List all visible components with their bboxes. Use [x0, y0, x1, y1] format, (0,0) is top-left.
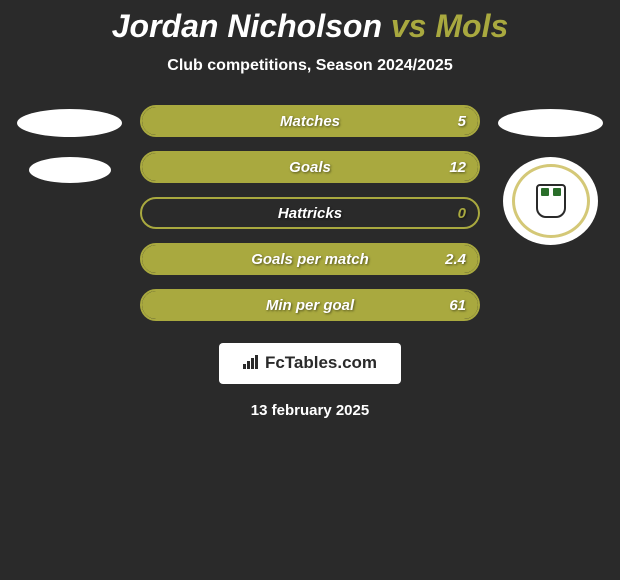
stat-bar: Matches5 — [140, 105, 480, 137]
bar-value: 2.4 — [445, 251, 466, 268]
right-column — [498, 105, 603, 245]
bar-label: Goals per match — [142, 251, 478, 268]
comparison-section: Matches5 Goals12 Hattricks0 Goals per match… — [0, 105, 620, 321]
left-column — [17, 105, 122, 183]
bar-value: 0 — [458, 205, 466, 222]
player-placeholder-icon — [498, 109, 603, 137]
page-title: Jordan Nicholson vs Mols — [0, 8, 620, 45]
bar-value: 61 — [449, 297, 466, 314]
stat-bar: Goals12 — [140, 151, 480, 183]
crest-ring-icon — [512, 164, 590, 238]
bar-label: Min per goal — [142, 297, 478, 314]
club-placeholder-icon — [29, 157, 111, 183]
footer: FcTables.com 13 february 2025 — [0, 343, 620, 419]
brand-text: FcTables.com — [265, 353, 377, 372]
player-placeholder-icon — [17, 109, 122, 137]
crest-shield-icon — [536, 184, 566, 218]
bar-label: Goals — [142, 159, 478, 176]
subtitle: Club competitions, Season 2024/2025 — [0, 57, 620, 75]
stat-bar: Goals per match2.4 — [140, 243, 480, 275]
date-text: 13 february 2025 — [0, 402, 620, 419]
bar-value: 12 — [449, 159, 466, 176]
stat-bar: Hattricks0 — [140, 197, 480, 229]
bar-label: Hattricks — [142, 205, 478, 222]
bar-value: 5 — [458, 113, 466, 130]
infographic-container: Jordan Nicholson vs Mols Club competitio… — [0, 0, 620, 419]
title-vs: vs — [391, 8, 427, 44]
brand-badge: FcTables.com — [219, 343, 401, 384]
club-crest-icon — [503, 157, 598, 245]
bar-label: Matches — [142, 113, 478, 130]
stat-bar: Min per goal61 — [140, 289, 480, 321]
stats-bars: Matches5 Goals12 Hattricks0 Goals per match… — [140, 105, 480, 321]
chart-icon — [243, 354, 261, 374]
title-player2: Mols — [435, 8, 508, 44]
title-player1: Jordan Nicholson — [112, 8, 382, 44]
